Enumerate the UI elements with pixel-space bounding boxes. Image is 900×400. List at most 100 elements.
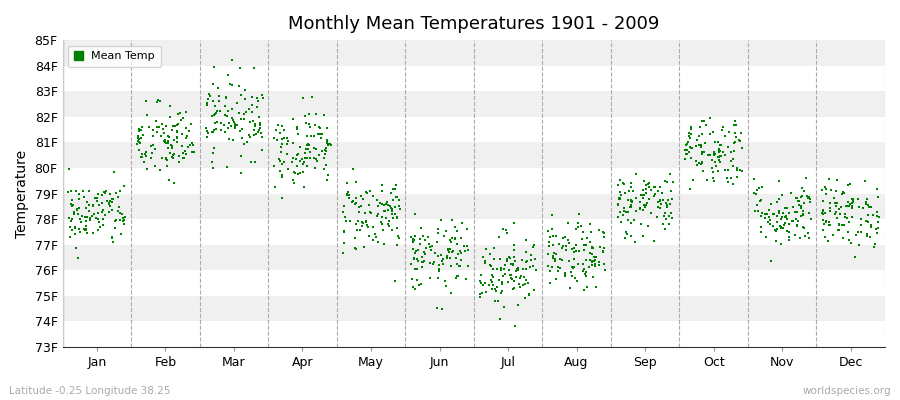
Point	[707, 150, 722, 157]
Point	[460, 243, 474, 249]
Point	[758, 210, 772, 217]
Point	[565, 273, 580, 279]
Point	[221, 125, 236, 131]
Point	[648, 184, 662, 190]
Point	[147, 127, 161, 134]
Point	[234, 92, 248, 98]
Point	[227, 119, 241, 125]
Point	[71, 205, 86, 212]
Point	[492, 316, 507, 322]
Point	[300, 154, 314, 161]
Point	[860, 196, 874, 202]
Point	[845, 199, 859, 205]
Point	[145, 150, 159, 156]
Point	[319, 145, 333, 151]
Point	[302, 111, 316, 117]
Point	[515, 257, 529, 263]
Point	[234, 170, 248, 176]
Point	[91, 216, 105, 222]
Point	[651, 199, 665, 205]
Point	[770, 219, 784, 225]
Point	[500, 279, 515, 286]
Point	[860, 231, 874, 237]
Point	[153, 167, 167, 173]
Point	[647, 192, 662, 199]
Point	[503, 272, 517, 278]
Point	[208, 111, 222, 118]
Point	[136, 132, 150, 138]
Point	[248, 158, 262, 165]
Point	[780, 205, 795, 212]
Point	[519, 257, 534, 264]
Point	[374, 218, 389, 225]
Point	[494, 290, 508, 296]
Point	[771, 178, 786, 184]
Point	[439, 282, 454, 289]
Point	[801, 234, 815, 241]
Point	[702, 115, 716, 122]
Point	[341, 192, 356, 199]
Point	[775, 192, 789, 198]
Point	[790, 195, 805, 201]
Point	[476, 254, 491, 260]
Point	[592, 262, 607, 268]
Point	[709, 163, 724, 169]
Point	[621, 217, 635, 223]
Point	[816, 198, 831, 204]
Point	[479, 289, 493, 295]
Point	[588, 262, 602, 269]
Point	[270, 136, 284, 143]
Point	[159, 162, 174, 169]
Point	[300, 142, 314, 148]
Point	[166, 150, 181, 157]
Point	[566, 264, 580, 271]
Point	[497, 304, 511, 310]
Point	[336, 250, 350, 256]
Point	[624, 233, 638, 240]
Point	[663, 188, 678, 194]
Point	[592, 226, 607, 233]
Point	[83, 214, 97, 221]
Point	[360, 222, 374, 229]
Point	[302, 124, 317, 130]
Point	[449, 228, 464, 234]
Point	[415, 259, 429, 265]
Point	[454, 257, 468, 263]
Point	[180, 132, 194, 139]
Point	[201, 102, 215, 108]
Point	[408, 266, 422, 272]
Point	[777, 222, 791, 228]
Point	[72, 229, 86, 235]
Point	[131, 128, 146, 134]
Point	[385, 196, 400, 203]
Point	[134, 134, 148, 141]
Point	[460, 225, 474, 232]
Point	[296, 159, 310, 166]
Point	[652, 205, 667, 211]
Point	[484, 263, 499, 270]
Point	[431, 253, 446, 259]
Point	[801, 195, 815, 202]
Point	[306, 133, 320, 139]
Point	[546, 254, 561, 261]
Point	[289, 155, 303, 162]
Point	[782, 210, 796, 216]
Point	[583, 239, 598, 245]
Point	[491, 234, 506, 240]
Point	[320, 138, 334, 144]
Point	[473, 290, 488, 297]
Point	[835, 222, 850, 228]
Point	[507, 278, 521, 284]
Point	[610, 214, 625, 220]
Point	[657, 213, 671, 219]
Point	[389, 182, 403, 188]
Point	[568, 242, 582, 248]
Point	[78, 217, 93, 224]
Point	[285, 140, 300, 146]
Point	[712, 159, 726, 165]
Point	[70, 211, 85, 217]
Point	[542, 238, 556, 245]
Point	[315, 131, 329, 137]
Point	[562, 258, 577, 264]
Point	[612, 196, 626, 202]
